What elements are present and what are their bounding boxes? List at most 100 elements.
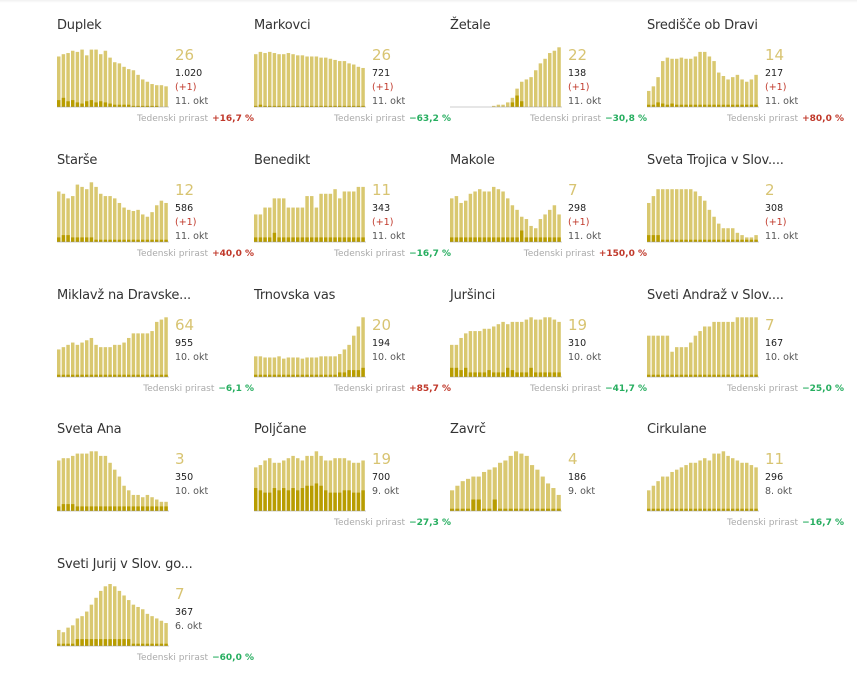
municipality-tile[interactable]: Trnovska vas 20 194 10. okt Tedenski prirast…	[254, 270, 451, 405]
municipality-tile[interactable]: Sveti Jurij v Slov. go... 7 367 6. okt Teden…	[57, 539, 254, 674]
bar-new-cases	[707, 508, 712, 511]
bar-new-cases	[510, 102, 515, 107]
bar-new-cases	[136, 643, 140, 646]
bar-new-cases	[450, 237, 454, 242]
bar-active-cases	[487, 469, 492, 511]
bar-active-cases	[113, 586, 117, 646]
bar-new-cases	[473, 372, 477, 377]
bar-active-cases	[314, 56, 319, 107]
active-cases-number: 20	[372, 316, 392, 334]
bar-new-cases	[254, 488, 258, 511]
bar-active-cases	[254, 356, 258, 377]
bar-active-cases	[670, 471, 674, 511]
municipality-tile[interactable]: Zavrč 4 186 9. okt	[450, 404, 647, 539]
bar-active-cases	[538, 219, 543, 242]
bar-active-cases	[333, 458, 337, 511]
bar-active-cases	[712, 321, 716, 377]
bar-new-cases	[557, 372, 561, 377]
municipality-tile[interactable]: Sveti Andraž v Slov.... 7 167 10. okt Tedens…	[647, 270, 844, 405]
bar-active-cases	[503, 460, 508, 511]
bar-active-cases	[338, 458, 342, 511]
bar-new-cases	[66, 101, 70, 107]
municipality-tile[interactable]: Sveta Ana 3 350 10. okt	[57, 404, 254, 539]
municipality-tile[interactable]: Benedikt 11 343 (+1) 11. okt Tedenski prirast…	[254, 135, 451, 270]
bar-active-cases	[113, 469, 117, 511]
bar-active-cases	[310, 196, 314, 242]
bar-new-cases	[670, 239, 674, 242]
bar-active-cases	[707, 460, 712, 511]
bar-new-cases	[150, 506, 154, 511]
bar-active-cases	[141, 214, 145, 242]
daily-change: (+1)	[175, 82, 197, 93]
bar-new-cases	[66, 235, 70, 242]
municipality-tile[interactable]: Poljčane 19 700 9. okt Tedenski prirast −27,3…	[254, 404, 451, 539]
bar-new-cases	[651, 104, 656, 107]
daily-change: (+1)	[175, 217, 197, 228]
bar-new-cases	[661, 239, 665, 242]
municipality-tile[interactable]: Središče ob Dravi 14 217 (+1) 11. okt Tedensk…	[647, 0, 844, 135]
last-update-date: 10. okt	[568, 352, 602, 363]
bar-new-cases	[89, 374, 94, 377]
bar-active-cases	[305, 56, 309, 107]
bar-active-cases	[478, 189, 482, 242]
bar-active-cases	[731, 321, 735, 377]
total-cases: 343	[372, 203, 391, 214]
active-cases-number: 64	[175, 316, 195, 334]
active-cases-number: 7	[765, 316, 775, 334]
bar-new-cases	[277, 105, 281, 107]
total-cases: 217	[765, 68, 784, 79]
last-update-date: 8. okt	[765, 486, 793, 497]
bar-active-cases	[296, 55, 300, 107]
bar-active-cases	[80, 616, 84, 646]
active-cases-number: 12	[175, 181, 195, 199]
municipality-tile[interactable]: Sveta Trojica v Slov.... 2 308 (+1) 11. okt	[647, 135, 844, 270]
bar-active-cases	[145, 81, 150, 107]
bar-active-cases	[524, 79, 529, 107]
bar-new-cases	[300, 237, 305, 242]
municipality-tile[interactable]: Markovci 26 721 (+1) 11. okt Tedenski prirast…	[254, 0, 451, 135]
bar-new-cases	[689, 374, 693, 377]
bar-active-cases	[347, 344, 351, 377]
bar-active-cases	[679, 347, 684, 377]
bar-active-cases	[141, 497, 145, 511]
municipality-tile[interactable]: Duplek 26 1.020 (+1) 11. okt Tedenski prirast…	[57, 0, 254, 135]
bar-active-cases	[487, 191, 491, 242]
municipality-tile[interactable]: Žetale 22 138 (+1) 11. okt Tedenski prirast −3…	[450, 0, 647, 135]
municipality-tile[interactable]: Miklavž na Dravske... 64 955 10. okt Tedensk…	[57, 270, 254, 405]
bar-new-cases	[71, 643, 75, 646]
bar-active-cases	[61, 632, 66, 646]
municipality-tile[interactable]: Cirkulane 11 296 8. okt Tedenski prirast −16,…	[647, 404, 844, 539]
bar-active-cases	[478, 331, 482, 377]
bar-active-cases	[361, 67, 365, 107]
bar-active-cases	[155, 321, 159, 377]
bar-active-cases	[272, 53, 277, 107]
bar-active-cases	[492, 326, 496, 377]
bar-new-cases	[749, 104, 754, 107]
bar-active-cases	[342, 191, 347, 242]
bar-new-cases	[726, 104, 730, 107]
bar-new-cases	[731, 374, 735, 377]
bar-active-cases	[319, 455, 323, 511]
municipality-tile[interactable]: Makole 7 298 (+1) 11. okt Tedenski prirast +15…	[450, 135, 647, 270]
bar-new-cases	[455, 508, 460, 511]
bar-new-cases	[520, 230, 524, 242]
bar-active-cases	[356, 462, 361, 511]
bar-new-cases	[717, 104, 721, 107]
weekly-growth-value: +16,7 %	[212, 114, 254, 124]
bar-active-cases	[468, 193, 473, 242]
bar-active-cases	[656, 335, 660, 377]
bar-new-cases	[272, 232, 277, 242]
bar-active-cases	[679, 57, 684, 107]
bar-active-cases	[689, 462, 693, 511]
bar-new-cases	[543, 237, 547, 242]
weekly-growth-label: Tedenski prirast	[334, 518, 406, 528]
municipality-tile[interactable]: Starše 12 586 (+1) 11. okt Tedenski prirast +4…	[57, 135, 254, 270]
bar-new-cases	[524, 508, 529, 511]
bar-new-cases	[99, 374, 103, 377]
bar-active-cases	[103, 50, 108, 107]
bar-new-cases	[647, 374, 651, 377]
bar-active-cases	[75, 184, 80, 242]
bar-new-cases	[478, 372, 482, 377]
municipality-tile[interactable]: Juršinci 19 310 10. okt Tedenski prirast −41,…	[450, 270, 647, 405]
bar-new-cases	[487, 370, 491, 377]
